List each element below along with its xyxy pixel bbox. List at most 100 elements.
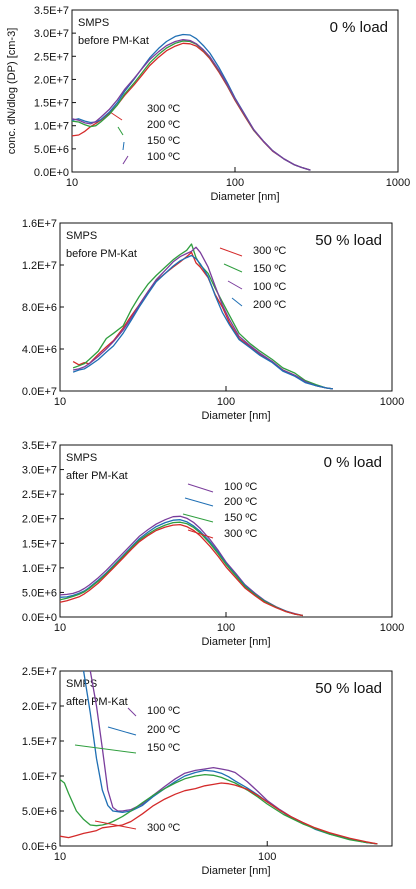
legend-label: 100 ºC <box>147 705 180 717</box>
y-tick-label: 3.5E+7 <box>34 5 69 17</box>
y-tick-label: 3.0E+7 <box>34 28 69 40</box>
y-tick-label: 2.0E+7 <box>22 514 57 526</box>
y-tick-label: 5.0E+6 <box>22 806 57 818</box>
y-tick-label: 2.5E+7 <box>22 489 57 501</box>
legend-label: 300 ºC <box>147 103 180 115</box>
y-tick-label: 1.0E+7 <box>22 771 57 783</box>
legend-leader <box>117 126 124 136</box>
x-tick-label: 1000 <box>380 396 404 408</box>
y-tick-label: 2.0E+7 <box>34 74 69 86</box>
y-tick-label: 0.0E+0 <box>34 167 69 179</box>
y-tick-label: 1.0E+7 <box>34 121 69 133</box>
legend-label: 300 ºC <box>147 822 180 834</box>
y-tick-label: 1.5E+7 <box>22 736 57 748</box>
legend-leader <box>187 483 214 493</box>
chart-4: 0.0E+6 5.0E+6 1.0E+7 1.5E+7 2.0E+7 2.5E+7 10 10… <box>22 666 393 877</box>
chart-note: SMPS <box>66 678 97 690</box>
y-tick-label: 1.5E+7 <box>34 98 69 110</box>
y-axis-label: conc. dN/dlog (DP) [cm-3] <box>6 28 18 155</box>
legend-leader <box>122 141 125 151</box>
x-tick-label: 10 <box>54 396 66 408</box>
legend-label: 150 ºC <box>253 263 286 275</box>
legend-leader <box>231 297 243 307</box>
series-line-300c <box>59 782 378 845</box>
legend-label: 200 ºC <box>147 724 180 736</box>
x-tick-label: 100 <box>258 851 276 863</box>
chart-note: SMPS <box>78 17 109 29</box>
legend-leader <box>122 155 129 165</box>
chart-note: after PM-Kat <box>66 696 128 708</box>
series-line-150c <box>72 243 333 390</box>
x-tick-label: 100 <box>226 177 244 189</box>
x-tick-label: 1000 <box>386 177 410 189</box>
legend-label: 100 ºC <box>224 481 257 493</box>
chart-note: SMPS <box>66 452 97 464</box>
x-tick-label: 1000 <box>380 622 404 634</box>
series-line-300c <box>59 523 303 617</box>
chart-note: after PM-Kat <box>66 470 128 482</box>
legend-label: 200 ºC <box>224 496 257 508</box>
x-tick-label: 10 <box>54 622 66 634</box>
y-tick-label: 2.5E+7 <box>22 666 57 678</box>
chart-note: SMPS <box>66 230 97 242</box>
chart-note: before PM-Kat <box>78 35 149 47</box>
y-tick-label: 1.5E+7 <box>22 538 57 550</box>
series-line-150c <box>59 773 378 845</box>
y-tick-label: 3.0E+7 <box>22 465 57 477</box>
legend-leader <box>219 247 243 257</box>
legend-leader <box>94 820 137 830</box>
chart-2: 0.0E+7 4.0E+6 8.0E+6 1.2E+7 1.6E+7 10 100 1000 D… <box>22 218 404 422</box>
y-tick-label: 0.0E+6 <box>22 841 57 853</box>
legend-leader <box>227 280 243 290</box>
legend-label: 100 ºC <box>253 281 286 293</box>
x-tick-label: 10 <box>66 177 78 189</box>
legend-label: 300 ºC <box>224 528 257 540</box>
series-line-100c <box>72 246 333 390</box>
legend-label: 150 ºC <box>147 742 180 754</box>
legend-label: 200 ºC <box>147 119 180 131</box>
x-axis-label: Diameter [nm] <box>201 636 270 648</box>
x-tick-label: 10 <box>54 851 66 863</box>
legend-leader <box>187 529 214 539</box>
legend-label: 300 ºC <box>253 245 286 257</box>
y-tick-label: 1.2E+7 <box>22 260 57 272</box>
legend-label: 150 ºC <box>224 512 257 524</box>
legend-leader <box>74 744 137 754</box>
legend-leader <box>109 111 123 121</box>
legend-leader <box>184 497 214 507</box>
y-tick-label: 3.5E+7 <box>22 440 57 452</box>
y-tick-label: 2.0E+7 <box>22 701 57 713</box>
y-tick-label: 8.0E+6 <box>22 302 57 314</box>
legend-label: 150 ºC <box>147 135 180 147</box>
plot-frame <box>59 670 393 847</box>
legend-leader <box>182 513 214 523</box>
series-line-150c <box>59 521 303 617</box>
y-tick-label: 5.0E+6 <box>34 144 69 156</box>
legend-leader <box>107 726 137 736</box>
y-tick-label: 2.5E+7 <box>34 51 69 63</box>
load-label: 0 % load <box>324 454 382 471</box>
y-tick-label: 0.0E+0 <box>22 612 57 624</box>
x-tick-label: 100 <box>217 396 235 408</box>
series-line-200c <box>72 254 333 390</box>
series-line-150c <box>71 33 311 171</box>
y-tick-label: 4.0E+6 <box>22 344 57 356</box>
y-tick-label: 0.0E+7 <box>22 386 57 398</box>
y-tick-label: 5.0E+6 <box>22 587 57 599</box>
x-tick-label: 100 <box>217 622 235 634</box>
legend-label: 200 ºC <box>253 299 286 311</box>
series-line-300c <box>72 251 333 390</box>
legend-label: 100 ºC <box>147 151 180 163</box>
load-label: 50 % load <box>315 680 382 697</box>
series-line-100c <box>59 515 303 617</box>
y-tick-label: 1.6E+7 <box>22 218 57 230</box>
x-axis-label: Diameter [nm] <box>210 191 279 203</box>
series-line-200c <box>71 40 311 171</box>
y-tick-label: 1.0E+7 <box>22 563 57 575</box>
x-axis-label: Diameter [nm] <box>201 865 270 877</box>
series-line-100c <box>71 38 311 171</box>
legend-leader <box>127 707 137 717</box>
load-label: 0 % load <box>330 19 388 36</box>
chart-note: before PM-Kat <box>66 248 137 260</box>
chart-1: 0.0E+0 5.0E+6 1.0E+7 1.5E+7 2.0E+7 2.5E+7 3.0E… <box>6 5 410 203</box>
